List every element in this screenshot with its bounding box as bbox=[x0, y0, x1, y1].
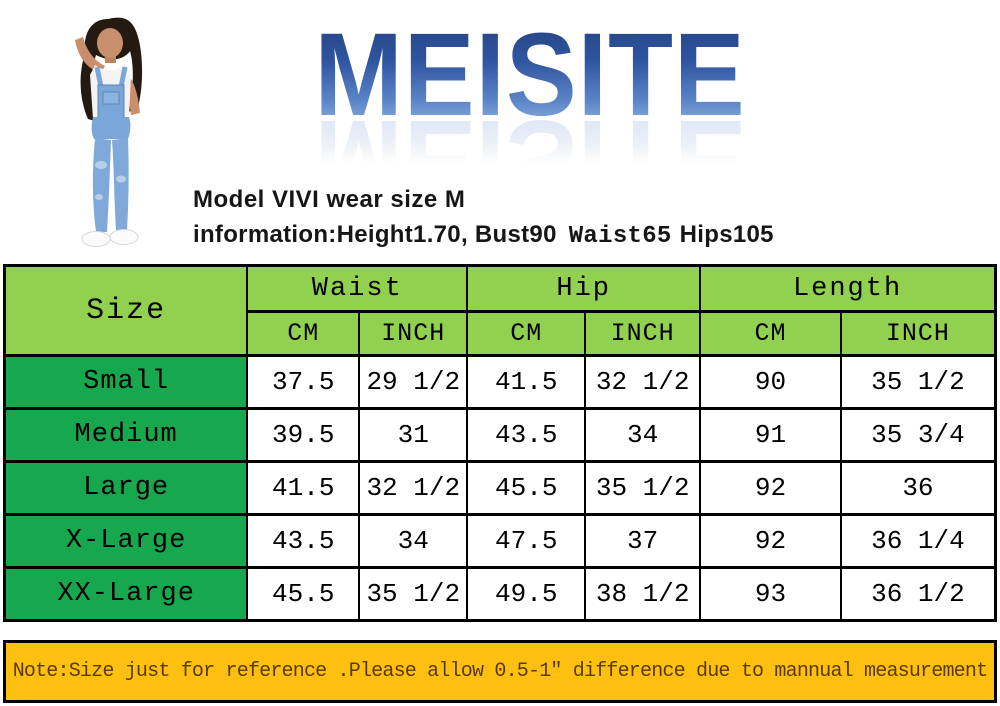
value-cell: 29 1/2 bbox=[358, 354, 469, 410]
value-cell: 32 1/2 bbox=[584, 354, 702, 410]
value-cell: 37 bbox=[584, 513, 702, 569]
note-bar: Note:Size just for reference .Please all… bbox=[3, 640, 997, 703]
model-wear-line: Model VIVI wear size M bbox=[193, 186, 466, 213]
value-cell: 43.5 bbox=[466, 407, 587, 463]
value-cell: 47.5 bbox=[466, 513, 587, 569]
table-row-xlarge: X-Large 43.5 34 47.5 37 92 36 1/4 bbox=[3, 513, 997, 569]
value-cell: 35 3/4 bbox=[839, 407, 997, 463]
value-cell: 35 1/2 bbox=[584, 460, 702, 516]
size-label: Large bbox=[3, 460, 249, 516]
value-cell: 39.5 bbox=[246, 407, 361, 463]
value-cell: 92 bbox=[699, 513, 842, 569]
value-cell: 38 1/2 bbox=[584, 566, 702, 622]
size-label: XX-Large bbox=[3, 566, 249, 622]
table-row-medium: Medium 39.5 31 43.5 34 91 35 3/4 bbox=[3, 407, 997, 463]
measurements-height-bust: information:Height1.70, Bust90 bbox=[193, 221, 557, 248]
value-cell: 36 1/4 bbox=[839, 513, 997, 569]
model-info: Model VIVI wear size M information:Heigh… bbox=[193, 186, 774, 250]
table-row-small: Small 37.5 29 1/2 41.5 32 1/2 90 35 1/2 bbox=[3, 354, 997, 410]
model-measurements-line: information:Height1.70, Bust90 Waist65 Hip… bbox=[193, 221, 774, 250]
size-chart-table: Size Waist Hip Length CM INCH CM INCH CM… bbox=[3, 264, 997, 622]
size-column-header: Size bbox=[3, 264, 249, 357]
size-label: Medium bbox=[3, 407, 249, 463]
value-cell: 41.5 bbox=[246, 460, 361, 516]
value-cell: 36 bbox=[839, 460, 997, 516]
measurements-waist: Waist65 bbox=[568, 223, 672, 250]
hip-inch-header: INCH bbox=[584, 310, 702, 357]
value-cell: 43.5 bbox=[246, 513, 361, 569]
value-cell: 92 bbox=[699, 460, 842, 516]
table-row-large: Large 41.5 32 1/2 45.5 35 1/2 92 36 bbox=[3, 460, 997, 516]
value-cell: 49.5 bbox=[466, 566, 587, 622]
value-cell: 34 bbox=[358, 513, 469, 569]
brand-logo: MEISITE bbox=[296, 16, 764, 134]
measurements-hips: Hips105 bbox=[679, 221, 774, 248]
size-label: X-Large bbox=[3, 513, 249, 569]
note-text: Note:Size just for reference .Please all… bbox=[12, 660, 988, 683]
hip-cm-header: CM bbox=[466, 310, 587, 357]
length-group-header: Length bbox=[699, 264, 997, 313]
value-cell: 35 1/2 bbox=[358, 566, 469, 622]
value-cell: 45.5 bbox=[246, 566, 361, 622]
value-cell: 34 bbox=[584, 407, 702, 463]
table-row-xxlarge: XX-Large 45.5 35 1/2 49.5 38 1/2 93 36 1… bbox=[3, 566, 997, 622]
waist-inch-header: INCH bbox=[358, 310, 469, 357]
length-inch-header: INCH bbox=[839, 310, 997, 357]
value-cell: 37.5 bbox=[246, 354, 361, 410]
brand-logo-area: MEISITE MEISITE bbox=[296, 16, 764, 227]
value-cell: 91 bbox=[699, 407, 842, 463]
value-cell: 45.5 bbox=[466, 460, 587, 516]
waist-group-header: Waist bbox=[246, 264, 469, 313]
model-photo bbox=[8, 6, 213, 258]
size-label: Small bbox=[3, 354, 249, 410]
value-cell: 31 bbox=[358, 407, 469, 463]
value-cell: 36 1/2 bbox=[839, 566, 997, 622]
value-cell: 41.5 bbox=[466, 354, 587, 410]
value-cell: 90 bbox=[699, 354, 842, 410]
hip-group-header: Hip bbox=[466, 264, 702, 313]
length-cm-header: CM bbox=[699, 310, 842, 357]
value-cell: 32 1/2 bbox=[358, 460, 469, 516]
model-photo-illustration bbox=[75, 17, 143, 247]
value-cell: 35 1/2 bbox=[839, 354, 997, 410]
waist-cm-header: CM bbox=[246, 310, 361, 357]
value-cell: 93 bbox=[699, 566, 842, 622]
